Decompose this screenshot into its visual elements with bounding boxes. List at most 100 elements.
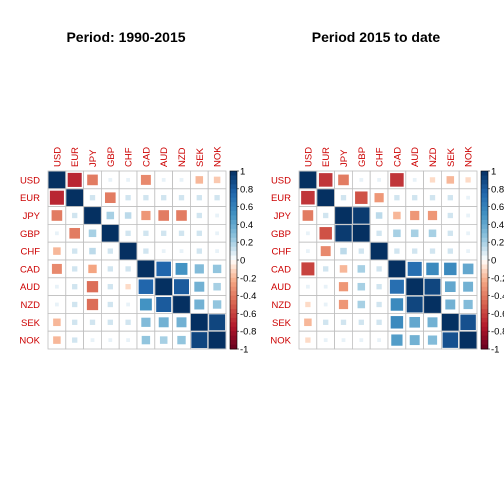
- correlation-square: [377, 338, 381, 342]
- correlation-square: [299, 171, 317, 189]
- correlation-square: [161, 195, 167, 201]
- correlation-square: [357, 265, 366, 273]
- colorbar-tick-label: 0: [240, 256, 245, 267]
- correlation-square: [390, 298, 404, 311]
- correlation-square: [359, 178, 364, 182]
- colorbar-segment: [230, 219, 237, 225]
- correlation-square: [72, 248, 78, 254]
- correlation-square: [141, 335, 151, 345]
- correlation-square: [175, 262, 188, 275]
- colorbar-tick-label: -0.8: [240, 327, 256, 338]
- correlation-square: [394, 248, 400, 254]
- correlation-square: [376, 319, 382, 325]
- correlation-square: [357, 282, 366, 291]
- correlation-square: [465, 177, 471, 183]
- colorbar-segment: [230, 233, 237, 239]
- colorbar-segment: [230, 268, 237, 274]
- correlation-square: [447, 248, 453, 254]
- colorbar-segment: [230, 260, 237, 265]
- correlation-matrix-2: Period 2015 to date USD EUR JPY GBP CHF CAD AUD…: [270, 29, 504, 356]
- colorbar-segment: [230, 188, 237, 194]
- correlation-square: [306, 249, 310, 253]
- column-label: AUD: [159, 147, 170, 167]
- correlation-square: [173, 279, 190, 295]
- chart-title: Period: 1990-2015: [66, 29, 185, 45]
- colorbar-segment: [481, 242, 488, 248]
- correlation-square: [72, 266, 78, 272]
- colorbar-tick-label: 1: [491, 167, 496, 178]
- correlation-square: [323, 212, 329, 219]
- colorbar-segment: [481, 277, 488, 283]
- correlation-square: [89, 319, 96, 325]
- column-label: AUD: [410, 147, 421, 167]
- column-label: EUR: [70, 147, 81, 167]
- correlation-square: [394, 195, 400, 201]
- correlation-square: [124, 212, 132, 219]
- colorbar-tick-label: -0.2: [491, 273, 504, 284]
- correlation-square: [143, 248, 149, 254]
- correlation-square: [72, 337, 78, 343]
- correlation-square: [161, 249, 166, 253]
- colorbar-tick-label: 0.6: [491, 202, 504, 213]
- correlation-square: [390, 316, 404, 329]
- colorbar-segment: [481, 322, 488, 328]
- colorbar-tick-label: -0.8: [491, 327, 504, 338]
- correlation-square: [191, 332, 208, 349]
- correlation-square: [463, 299, 473, 310]
- correlation-square: [412, 248, 418, 254]
- correlation-square: [429, 177, 436, 183]
- column-label: SEK: [195, 147, 206, 167]
- colorbar-segment: [481, 304, 488, 310]
- row-label: EUR: [271, 193, 291, 204]
- column-label: EUR: [321, 147, 332, 167]
- colorbar-segment: [230, 211, 237, 216]
- colorbar: 1 0.8 0.6 0.4 0.2 0 -0.2 -0.4 -0.6 -0.8 -1: [229, 167, 256, 356]
- column-label: GBP: [357, 147, 368, 167]
- correlation-square: [212, 300, 222, 309]
- correlation-square: [53, 318, 61, 327]
- correlation-square: [125, 319, 131, 325]
- column-label: USD: [52, 147, 63, 167]
- correlation-square: [447, 230, 453, 236]
- correlation-square: [376, 230, 382, 236]
- column-label: NZD: [177, 147, 188, 167]
- correlation-square: [173, 296, 190, 313]
- colorbar-segment: [230, 277, 237, 283]
- correlation-square: [156, 261, 171, 277]
- colorbar-segment: [481, 300, 488, 305]
- correlation-square: [53, 247, 61, 255]
- correlation-square: [176, 210, 187, 221]
- row-label: USD: [20, 175, 40, 186]
- row-label: SEK: [272, 318, 292, 329]
- colorbar-segment: [230, 291, 237, 296]
- colorbar-segment: [481, 219, 488, 225]
- colorbar-segment: [230, 313, 237, 319]
- correlation-square: [447, 195, 453, 201]
- colorbar-segment: [481, 344, 488, 350]
- column-label: CAD: [141, 147, 152, 167]
- correlation-square: [161, 230, 167, 236]
- correlation-square: [319, 227, 332, 240]
- correlation-square: [67, 172, 82, 187]
- row-label: USD: [271, 175, 291, 186]
- correlation-square: [393, 229, 401, 238]
- colorbar-segment: [481, 340, 488, 345]
- correlation-square: [429, 248, 436, 254]
- colorbar-segment: [481, 228, 488, 234]
- row-label: JPY: [274, 211, 292, 222]
- correlation-square: [141, 210, 151, 221]
- colorbar-segment: [230, 264, 237, 270]
- colorbar-segment: [230, 251, 237, 256]
- colorbar-segment: [230, 344, 237, 350]
- correlation-square: [213, 176, 221, 184]
- column-label: NOK: [464, 146, 475, 167]
- correlation-square: [107, 284, 113, 290]
- colorbar-tick-label: 0.2: [491, 238, 504, 249]
- correlation-square: [155, 278, 173, 296]
- correlation-square: [51, 210, 63, 221]
- correlation-square: [352, 224, 370, 242]
- correlation-square: [340, 247, 347, 255]
- correlation-square: [49, 190, 64, 205]
- correlation-square: [143, 195, 149, 201]
